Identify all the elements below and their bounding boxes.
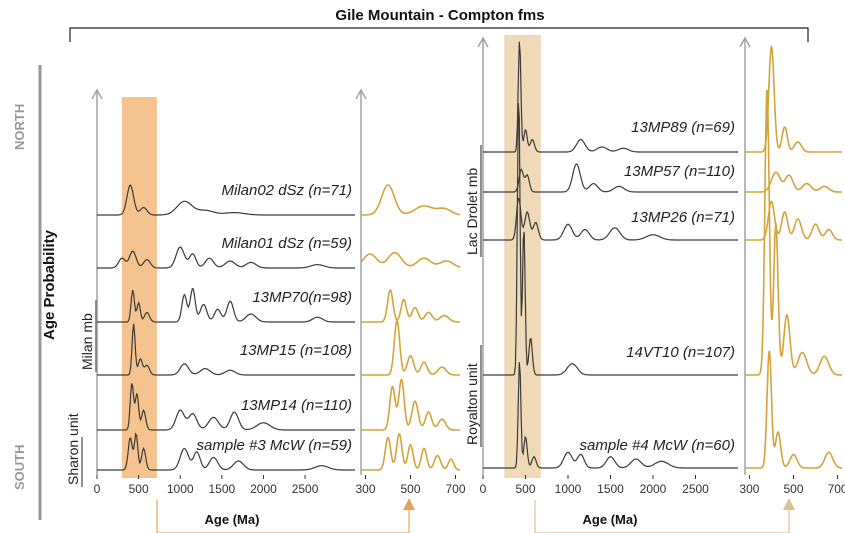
series-line-left-zoom-2 xyxy=(361,289,460,323)
series-labels: Milan02 dSz (n=71) Milan01 dSz (n=59) 13MP… xyxy=(197,119,735,454)
x-tick-label-right-main-1: 500 xyxy=(515,482,535,496)
x-tick-label-left-zoom-0: 300 xyxy=(355,482,375,496)
series-label-right-main-1: 13MP57 (n=110) xyxy=(624,163,735,180)
series-label-left-main-5: sample #3 McW (n=59) xyxy=(197,437,352,454)
x-tick-label-right-main-4: 2000 xyxy=(640,482,667,496)
group-label-lac-drolet: Lac Drolet mb xyxy=(464,168,480,255)
zoom-arrow-right xyxy=(783,498,795,510)
series-line-right-zoom-4 xyxy=(745,350,842,469)
group-label-royalton: Royalton unit xyxy=(464,363,480,445)
series-line-left-main-0 xyxy=(97,184,355,216)
x-tick-label-right-main-2: 1000 xyxy=(555,482,582,496)
x-tick-label-left-main-5: 2500 xyxy=(292,482,319,496)
series-line-left-zoom-4 xyxy=(361,378,460,431)
series-line-right-main-1 xyxy=(483,163,738,193)
series-label-right-main-4: sample #4 McW (n=60) xyxy=(580,437,735,454)
series-label-left-main-2: 13MP70(n=98) xyxy=(252,289,352,306)
x-tick-label-left-main-1: 500 xyxy=(129,482,149,496)
zoom-connector-left-path xyxy=(157,500,410,533)
x-tick-label-right-main-5: 2500 xyxy=(682,482,709,496)
series-line-right-zoom-1 xyxy=(745,171,842,193)
zoom-arrow-left xyxy=(403,498,415,510)
series-layer xyxy=(97,41,842,471)
x-axis-title-left: Age (Ma) xyxy=(205,512,260,527)
series-line-left-main-3 xyxy=(97,323,355,376)
south-label: SOUTH xyxy=(12,445,27,491)
series-line-right-main-4 xyxy=(483,362,738,469)
x-tick-label-left-zoom-2: 700 xyxy=(445,482,465,496)
series-label-right-main-2: 13MP26 (n=71) xyxy=(631,209,735,226)
x-tick-label-right-zoom-1: 500 xyxy=(783,482,803,496)
series-line-left-zoom-3 xyxy=(361,319,460,376)
x-axis-title-right: Age (Ma) xyxy=(583,512,638,527)
group-label-milan: Milan mb xyxy=(79,313,95,370)
x-tick-label-right-main-3: 1500 xyxy=(597,482,624,496)
series-label-left-main-3: 13MP15 (n=108) xyxy=(240,342,352,359)
x-tick-label-left-main-0: 0 xyxy=(94,482,101,496)
y-axis-arrow-left-zoom xyxy=(355,88,367,100)
axes: 0 500 1000 1500 2000 2500 300 500 700 0 500 1000 150… xyxy=(91,36,845,496)
north-label: NORTH xyxy=(12,104,27,150)
y-axis-arrow-right-main xyxy=(477,36,489,48)
x-tick-label-left-zoom-1: 500 xyxy=(400,482,420,496)
x-tick-label-left-main-3: 1500 xyxy=(208,482,235,496)
highlight-band-left-main xyxy=(121,97,157,478)
series-line-left-zoom-5 xyxy=(361,433,461,471)
x-tick-label-left-main-4: 2000 xyxy=(250,482,277,496)
series-label-right-main-3: 14VT10 (n=107) xyxy=(626,344,735,361)
x-tick-label-right-zoom-0: 300 xyxy=(739,482,759,496)
x-tick-label-right-zoom-2: 700 xyxy=(828,482,845,496)
series-line-right-main-0 xyxy=(483,41,738,153)
y-axis-arrow-left-main xyxy=(91,88,103,100)
figure-title: Gile Mountain - Compton fms xyxy=(335,7,544,24)
series-line-left-main-5 xyxy=(97,432,355,471)
series-label-left-main-1: Milan01 dSz (n=59) xyxy=(222,235,353,252)
y-axis-arrow-right-zoom xyxy=(739,36,751,48)
series-line-right-main-2 xyxy=(483,197,738,241)
series-label-left-main-0: Milan02 dSz (n=71) xyxy=(222,182,353,199)
series-line-left-zoom-1 xyxy=(360,251,461,268)
series-line-right-main-3 xyxy=(483,103,738,376)
title-bracket xyxy=(69,27,809,42)
series-label-right-main-0: 13MP89 (n=69) xyxy=(631,119,735,136)
series-line-left-main-1 xyxy=(97,246,355,269)
zoom-connector-right-path xyxy=(535,500,790,533)
series-line-left-zoom-0 xyxy=(361,184,461,216)
x-tick-label-right-main-0: 0 xyxy=(480,482,487,496)
y-axis-label: Age Probability xyxy=(41,229,58,340)
x-tick-label-left-main-2: 1000 xyxy=(167,482,194,496)
series-line-left-main-4 xyxy=(97,383,355,431)
series-line-right-zoom-0 xyxy=(745,44,842,153)
series-line-right-zoom-3 xyxy=(745,89,842,376)
group-label-sharon: Sharon unit xyxy=(65,413,81,485)
series-line-left-main-2 xyxy=(97,287,355,323)
series-label-left-main-4: 13MP14 (n=110) xyxy=(241,397,352,414)
series-line-right-zoom-2 xyxy=(745,200,842,241)
